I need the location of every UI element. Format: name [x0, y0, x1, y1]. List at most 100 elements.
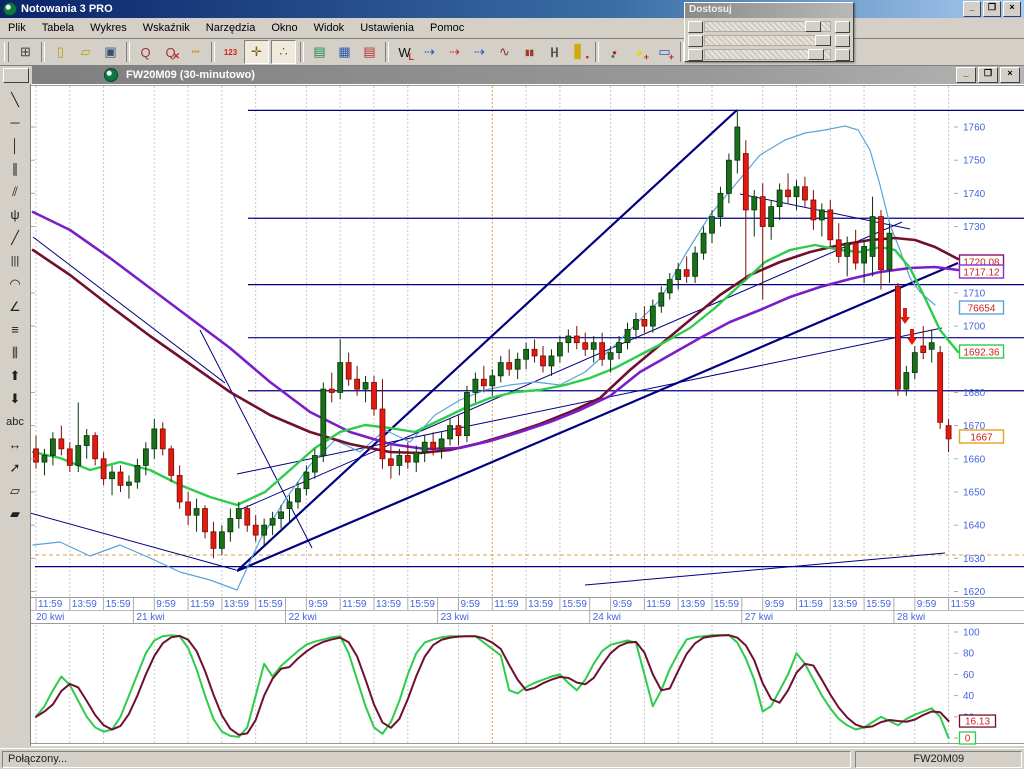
svg-text:40: 40 — [963, 691, 975, 702]
open-icon[interactable]: ▱ — [74, 41, 97, 63]
ray-line-tool[interactable]: ╱ — [11, 229, 19, 245]
menu-ustawienia[interactable]: Ustawienia — [360, 22, 414, 34]
candle-chart-icon[interactable]: ▋ ▪ — [568, 41, 591, 63]
svg-text:1720.08: 1720.08 — [963, 258, 1000, 269]
fibonacci-retracement-tool[interactable]: ≡ — [11, 322, 19, 337]
svg-text:28 kwi: 28 kwi — [897, 612, 925, 623]
fan-lines-tool[interactable]: ⫽ — [12, 183, 18, 199]
title-bar[interactable]: Notowania 3 PRO _ ❐ × — [0, 0, 1024, 18]
menu-okno[interactable]: Okno — [271, 22, 298, 34]
svg-text:13:59: 13:59 — [224, 599, 249, 610]
add-window-icon[interactable]: ▭ + — [653, 41, 676, 63]
quotes-table-icon[interactable]: ▤ — [308, 41, 331, 63]
crosshair-icon[interactable]: ✛ — [244, 40, 269, 64]
dostosuj-slider-row — [688, 20, 850, 33]
restore-button[interactable]: ❐ — [983, 1, 1001, 17]
dashed-arrow2-icon[interactable]: ⇢ — [443, 41, 466, 63]
status-bar: Połączony... FW20M09 — [0, 748, 1024, 769]
vertical-line-tool[interactable]: │ — [10, 138, 20, 153]
chart-minimize-button[interactable]: _ — [956, 67, 976, 83]
pointer-tool[interactable]: ➚ — [9, 459, 21, 475]
horizontal-line-tool[interactable]: ─ — [10, 115, 20, 130]
window-grid-icon[interactable]: ⊞ — [14, 41, 37, 63]
text-label-tool[interactable]: abc — [6, 415, 24, 428]
menu-tabela[interactable]: Tabela — [41, 22, 75, 34]
svg-text:9:59: 9:59 — [765, 599, 785, 610]
slider-left-button[interactable] — [688, 48, 703, 61]
menu-narzędzia[interactable]: Narzędzia — [205, 22, 256, 34]
zoom-icon[interactable]: Q — [134, 41, 157, 63]
arrow-down-tool[interactable]: ⬇ — [9, 390, 21, 406]
svg-text:9:59: 9:59 — [308, 599, 328, 610]
arrow-up-tool[interactable]: ⬆ — [9, 367, 21, 383]
time-zones-tool[interactable]: ||| — [10, 254, 20, 267]
slider-thumb[interactable] — [805, 21, 821, 32]
menu-wykres[interactable]: Wykres — [90, 22, 127, 34]
toolbar-separator — [680, 42, 684, 62]
dashed-arrow3-icon[interactable]: ⇢ — [468, 41, 491, 63]
bar-chart-icon[interactable]: ▮▮ — [518, 41, 541, 63]
blocks-table-icon[interactable]: ▦ — [333, 41, 356, 63]
slider-thumb[interactable] — [807, 49, 824, 60]
toolbar-separator — [211, 42, 215, 62]
bid-ask-dots-icon[interactable]: • • — [603, 41, 626, 63]
svg-text:13:59: 13:59 — [528, 599, 553, 610]
chart-window-icon — [104, 68, 118, 82]
parallel-lines-tool[interactable]: ∥ — [11, 160, 19, 176]
svg-text:15:59: 15:59 — [866, 599, 891, 610]
dashed-arrow-icon[interactable]: ⇢ — [418, 41, 441, 63]
price-chart[interactable]: 11:59 13:59 15:59 9:59 11:59 13:59 15:59 9:59 11… — [31, 84, 1024, 746]
slider-track[interactable] — [704, 21, 831, 32]
chart-window-title-bar[interactable]: FW20M09 (30-minutowo) _ ❐ × — [32, 66, 1024, 84]
new-chart-icon[interactable]: ▯ — [49, 41, 72, 63]
slider-left-button[interactable] — [688, 20, 703, 33]
pitchfork-tool[interactable]: ψ — [10, 207, 20, 222]
slider-left-button[interactable] — [688, 34, 703, 47]
gann-fan-tool[interactable]: ∠ — [9, 298, 21, 314]
svg-text:11:59: 11:59 — [190, 599, 215, 610]
toolbar-handle[interactable] — [4, 42, 9, 62]
toolbar-separator — [41, 42, 45, 62]
svg-text:0: 0 — [965, 734, 971, 745]
zoom-off-icon[interactable]: Q ✕ — [159, 41, 182, 63]
slider-right-button[interactable] — [835, 20, 850, 33]
line-chart-icon[interactable]: ∿ — [493, 41, 516, 63]
minimize-button[interactable]: _ — [963, 1, 981, 17]
menu-plik[interactable]: Plik — [8, 22, 26, 34]
menu-widok[interactable]: Widok — [313, 22, 345, 34]
svg-text:1680: 1680 — [963, 388, 986, 399]
numbering-icon[interactable]: 123 — [219, 41, 242, 63]
menu-pomoc[interactable]: Pomoc — [430, 22, 465, 34]
ohlc-chart-icon[interactable]: ┠┨ — [543, 41, 566, 63]
add-point-icon[interactable]: ● + — [628, 41, 651, 63]
ruler-icon[interactable]: ┅ — [184, 41, 207, 63]
vertical-zones-tool[interactable]: ⫼ — [12, 344, 18, 360]
list-table-icon[interactable]: ▤ — [358, 41, 381, 63]
slider-track[interactable] — [704, 35, 831, 46]
eraser-tool[interactable]: ▱ — [10, 482, 20, 498]
svg-text:20 kwi: 20 kwi — [36, 612, 64, 623]
close-button[interactable]: × — [1003, 1, 1021, 17]
toolbar-separator — [300, 42, 304, 62]
chart-restore-button[interactable]: ❐ — [978, 67, 998, 83]
menu-wskaźnik[interactable]: Wskaźnik — [142, 22, 190, 34]
expand-horizontal-tool[interactable]: ↔ — [8, 437, 22, 452]
trend-line-tool[interactable]: ╲ — [11, 91, 19, 107]
eraser-filled-tool[interactable]: ▰ — [10, 505, 20, 521]
slider-thumb[interactable] — [815, 35, 831, 46]
save-icon[interactable]: ▣ — [99, 41, 122, 63]
fibonacci-arcs-tool[interactable]: ◠ — [9, 275, 21, 291]
slider-right-button[interactable] — [835, 34, 850, 47]
connection-status: Połączony... — [2, 750, 852, 768]
chart-close-button[interactable]: × — [1000, 67, 1020, 83]
tools-panel-grip[interactable] — [3, 67, 29, 83]
toolbar-separator — [126, 42, 130, 62]
dostosuj-panel[interactable]: Dostosuj — [684, 2, 854, 62]
slider-track[interactable] — [704, 49, 831, 60]
svg-text:1640: 1640 — [963, 521, 986, 532]
svg-text:1750: 1750 — [963, 156, 986, 167]
dostosuj-title[interactable]: Dostosuj — [685, 3, 853, 18]
slider-right-button[interactable] — [835, 48, 850, 61]
points-mode-icon[interactable]: ∴ — [271, 40, 296, 64]
